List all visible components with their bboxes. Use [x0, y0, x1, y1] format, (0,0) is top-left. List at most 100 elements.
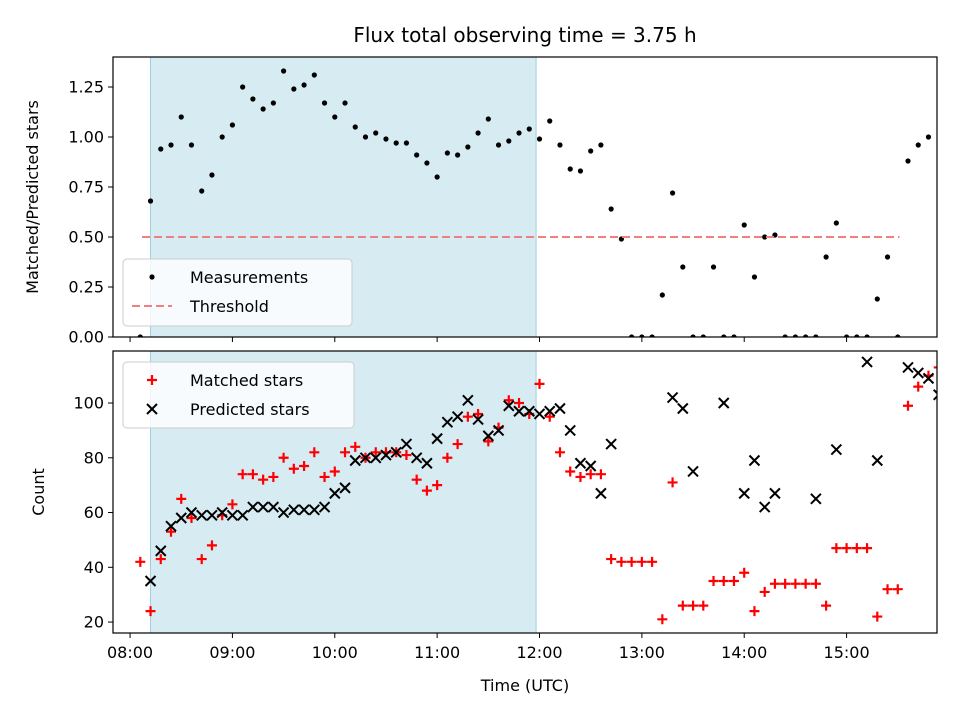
predicted-point-26 — [410, 452, 423, 464]
predicted-point-5 — [196, 509, 208, 521]
matched-point-11 — [247, 469, 258, 480]
y-axis-label-ratio: Matched/Predicted stars — [23, 100, 42, 294]
measurement-point-2 — [158, 146, 164, 152]
measurement-point-67 — [823, 254, 829, 260]
measurement-point-18 — [321, 100, 328, 106]
predicted-point-31 — [462, 394, 474, 406]
matched-point-52 — [667, 477, 678, 488]
predicted-point-3 — [175, 512, 187, 524]
matched-point-19 — [329, 466, 340, 477]
matched-point-55 — [698, 600, 709, 611]
measurement-point-17 — [311, 72, 317, 78]
measurement-point-42 — [567, 166, 573, 172]
predicted-point-10 — [247, 501, 259, 513]
predicted-point-27 — [421, 457, 433, 469]
matched-point-12 — [258, 474, 269, 485]
measurement-point-28 — [424, 160, 430, 166]
matched-point-69 — [841, 543, 852, 554]
measurement-point-19 — [332, 114, 338, 120]
matched-point-34 — [483, 436, 494, 447]
predicted-point-18 — [329, 487, 341, 500]
measurement-point-25 — [393, 140, 399, 146]
matched-point-9 — [227, 499, 238, 510]
matched-point-27 — [411, 474, 422, 485]
matched-point-13 — [268, 471, 279, 482]
matched-point-68 — [831, 543, 842, 554]
predicted-point-24 — [390, 446, 402, 459]
predicted-point-55 — [830, 443, 843, 456]
axes-frame-ratio — [112, 56, 938, 338]
predicted-point-36 — [513, 405, 525, 417]
predicted-point-47 — [677, 402, 689, 415]
measurement-point-8 — [219, 134, 225, 140]
matched-point-18 — [319, 471, 330, 482]
matched-point-74 — [892, 584, 903, 595]
measurement-point-1 — [147, 198, 154, 204]
y-tick-label-counts-4: 100 — [73, 394, 104, 413]
measurement-point-22 — [362, 134, 369, 140]
axes-frame-counts — [112, 350, 938, 634]
predicted-point-17 — [318, 501, 331, 513]
measurement-point-52 — [669, 190, 676, 196]
matched-point-2 — [155, 554, 166, 565]
measurement-point-57 — [721, 334, 727, 337]
measurement-point-41 — [557, 142, 563, 148]
predicted-point-53 — [769, 487, 781, 500]
matched-point-61 — [759, 586, 770, 597]
predicted-point-58 — [902, 361, 914, 374]
y-axis-label-counts: Count — [29, 468, 48, 516]
matched-point-21 — [350, 441, 361, 452]
matched-point-56 — [708, 575, 719, 586]
measurement-point-7 — [209, 172, 215, 178]
measurement-point-11 — [250, 96, 256, 102]
x-tick-label-2: 10:00 — [312, 643, 358, 662]
x-tick-label-5: 13:00 — [619, 643, 665, 662]
predicted-point-51 — [748, 454, 761, 467]
measurement-point-6 — [199, 188, 205, 194]
measurement-point-36 — [506, 138, 512, 144]
measurement-point-10 — [240, 84, 246, 90]
measurement-point-65 — [803, 334, 809, 337]
predicted-point-38 — [533, 408, 546, 420]
predicted-point-48 — [687, 465, 699, 478]
measurement-point-60 — [751, 274, 758, 280]
y-tick-label-counts-2: 60 — [84, 503, 104, 522]
predicted-point-25 — [400, 438, 413, 450]
predicted-point-57 — [871, 454, 883, 467]
predicted-point-52 — [758, 501, 771, 513]
matched-point-5 — [186, 513, 197, 524]
legend-label-predicted-stars: Predicted stars — [190, 400, 310, 419]
matched-point-65 — [800, 578, 811, 589]
measurement-point-74 — [895, 334, 901, 337]
y-tick-label-ratio-3: 0.75 — [68, 178, 104, 197]
measurement-point-70 — [854, 334, 860, 337]
predicted-point-63 — [954, 398, 960, 408]
measurement-point-59 — [741, 222, 747, 228]
x-tick-label-7: 15:00 — [824, 643, 870, 662]
matched-point-41 — [554, 447, 565, 458]
matched-point-53 — [677, 600, 688, 611]
measurement-point-4 — [178, 114, 184, 120]
predicted-point-6 — [206, 509, 218, 521]
measurement-point-32 — [465, 144, 471, 150]
matched-point-26 — [401, 450, 412, 461]
x-tick-label-4: 12:00 — [516, 643, 562, 662]
measurement-point-49 — [639, 334, 645, 337]
matched-point-72 — [872, 611, 883, 622]
matched-point-59 — [739, 567, 750, 578]
measurement-point-61 — [762, 234, 768, 240]
predicted-point-22 — [370, 452, 382, 464]
predicted-point-21 — [359, 452, 372, 464]
predicted-point-7 — [216, 506, 228, 519]
matched-point-70 — [851, 543, 862, 554]
matched-point-43 — [575, 471, 586, 482]
matched-point-45 — [595, 469, 606, 480]
predicted-point-2 — [165, 520, 177, 532]
measurement-point-20 — [342, 100, 348, 106]
predicted-point-9 — [236, 509, 249, 521]
matched-point-17 — [309, 447, 320, 458]
measurement-point-21 — [352, 124, 358, 130]
predicted-point-37 — [523, 405, 535, 417]
measurement-point-69 — [843, 334, 850, 337]
measurement-point-45 — [598, 142, 604, 148]
